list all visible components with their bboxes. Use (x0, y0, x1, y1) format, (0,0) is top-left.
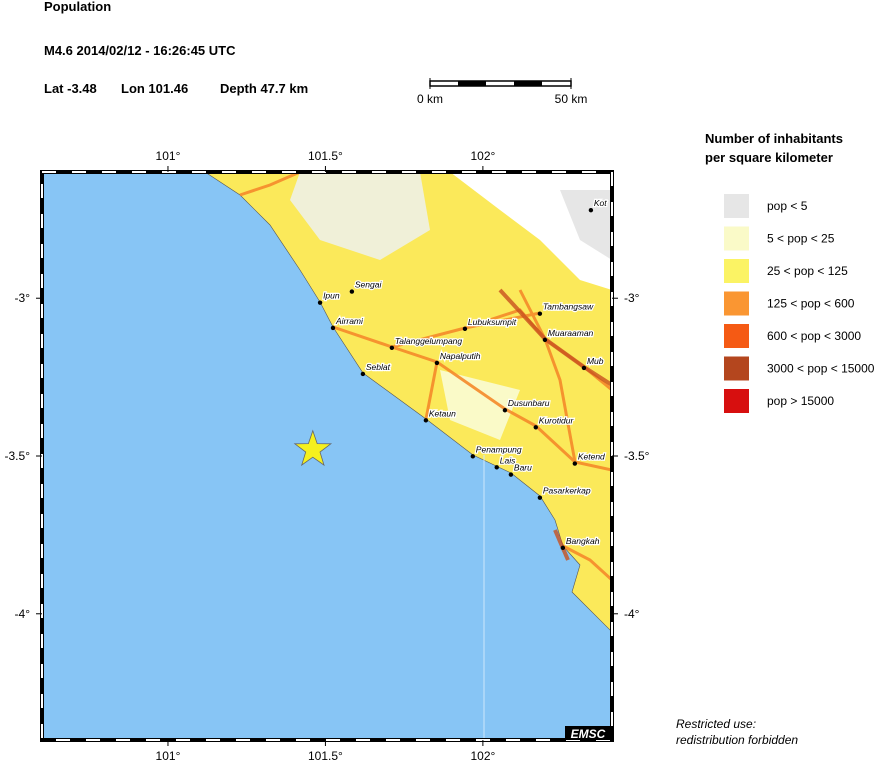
city-dot (349, 289, 355, 294)
epicenter (293, 429, 333, 467)
city-dot (494, 465, 499, 470)
legend-swatch (724, 324, 749, 348)
city-label: Ketend (578, 452, 605, 462)
city-label: Baru (514, 463, 532, 473)
scale-end: 50 km (555, 92, 588, 106)
lat-label: -3° (624, 291, 640, 305)
legend-swatch (724, 389, 749, 413)
city-dot (508, 472, 514, 477)
cities: Kot Sengai Ipun Airrami Talanggelumpang Lubuk… (317, 197, 609, 551)
legend-label: 5 < pop < 25 (767, 232, 835, 246)
legend-swatch (724, 194, 749, 218)
city-label: Mub (587, 356, 604, 366)
logo: EMSC (571, 727, 606, 741)
city-label: Pasarkerkap (543, 486, 591, 496)
lat-label: -3° (15, 291, 31, 305)
lon-label: 102° (470, 149, 495, 163)
event: M4.6 2014/02/12 - 16:26:45 UTC (44, 43, 236, 58)
logo-box (565, 726, 612, 740)
city-label: Tambangsaw (543, 302, 594, 312)
legend-swatch (724, 291, 749, 316)
city-label: Ketaun (429, 408, 456, 418)
lat-label: -4° (15, 607, 31, 621)
notice: redistribution forbidden (676, 733, 798, 747)
legend-swatch (724, 259, 749, 283)
lon: Lon 101.46 (121, 81, 188, 96)
city-dot (434, 360, 440, 366)
city-label: Talanggelumpang (395, 336, 463, 346)
city-dot (462, 326, 468, 332)
lat: Lat -3.48 (44, 81, 97, 96)
city-dot (330, 325, 336, 331)
city-dot (389, 345, 395, 350)
legend-label: pop < 5 (767, 199, 808, 213)
city-dot (502, 408, 508, 413)
legend-title: per square kilometer (705, 150, 833, 165)
city-dot (537, 311, 543, 316)
city-dot (560, 545, 566, 551)
lat-label: -3.5° (624, 449, 650, 463)
city-label: Sengai (355, 280, 383, 290)
title: Population (44, 0, 111, 14)
scale-bar (429, 78, 572, 89)
city-dot (581, 365, 587, 371)
legend-label: pop > 15000 (767, 394, 834, 408)
map-body (42, 172, 612, 740)
city-label: Ipun (323, 291, 340, 301)
notice: Restricted use: (676, 717, 756, 731)
legend-label: 125 < pop < 600 (767, 297, 855, 311)
legend-title: Number of inhabitants (705, 131, 843, 146)
city-label: Kurotidur (539, 415, 575, 425)
lat-label: -4° (624, 607, 640, 621)
city-label: Penampung (476, 444, 522, 454)
city-dot (317, 300, 323, 305)
legend-swatch (724, 226, 749, 251)
city-label: Lubuksumpit (468, 317, 517, 327)
city-label: Lais (500, 455, 516, 465)
city-label: Seblat (366, 362, 391, 372)
lon-label: 102° (470, 749, 495, 762)
city-dot (533, 425, 538, 430)
city-label: Bangkah (566, 536, 600, 546)
scale-start: 0 km (417, 92, 443, 106)
city-dot (470, 454, 476, 459)
city-dot (572, 461, 578, 466)
city-dot (423, 418, 429, 423)
lon-label: 101.5° (308, 749, 343, 762)
lon-label: 101.5° (308, 149, 343, 163)
lon-label: 101° (156, 749, 181, 762)
city-label: Dusunbaru (508, 398, 550, 408)
city-dot (360, 371, 366, 377)
lon-label: 101° (156, 149, 181, 163)
city-dot (537, 495, 543, 500)
legend-label: 3000 < pop < 15000 (767, 362, 875, 376)
legend-swatch (724, 356, 749, 381)
city-dot (588, 207, 594, 213)
depth: Depth 47.7 km (220, 81, 308, 96)
city-label: Muaraaman (548, 328, 594, 338)
city-label: Airrami (335, 316, 364, 326)
city-dot (542, 337, 548, 343)
legend-label: 600 < pop < 3000 (767, 329, 861, 343)
city-label: Napalputih (440, 351, 481, 361)
legend-label: 25 < pop < 125 (767, 264, 848, 278)
city-label: Kot (594, 198, 607, 208)
lat-label: -3.5° (5, 449, 31, 463)
